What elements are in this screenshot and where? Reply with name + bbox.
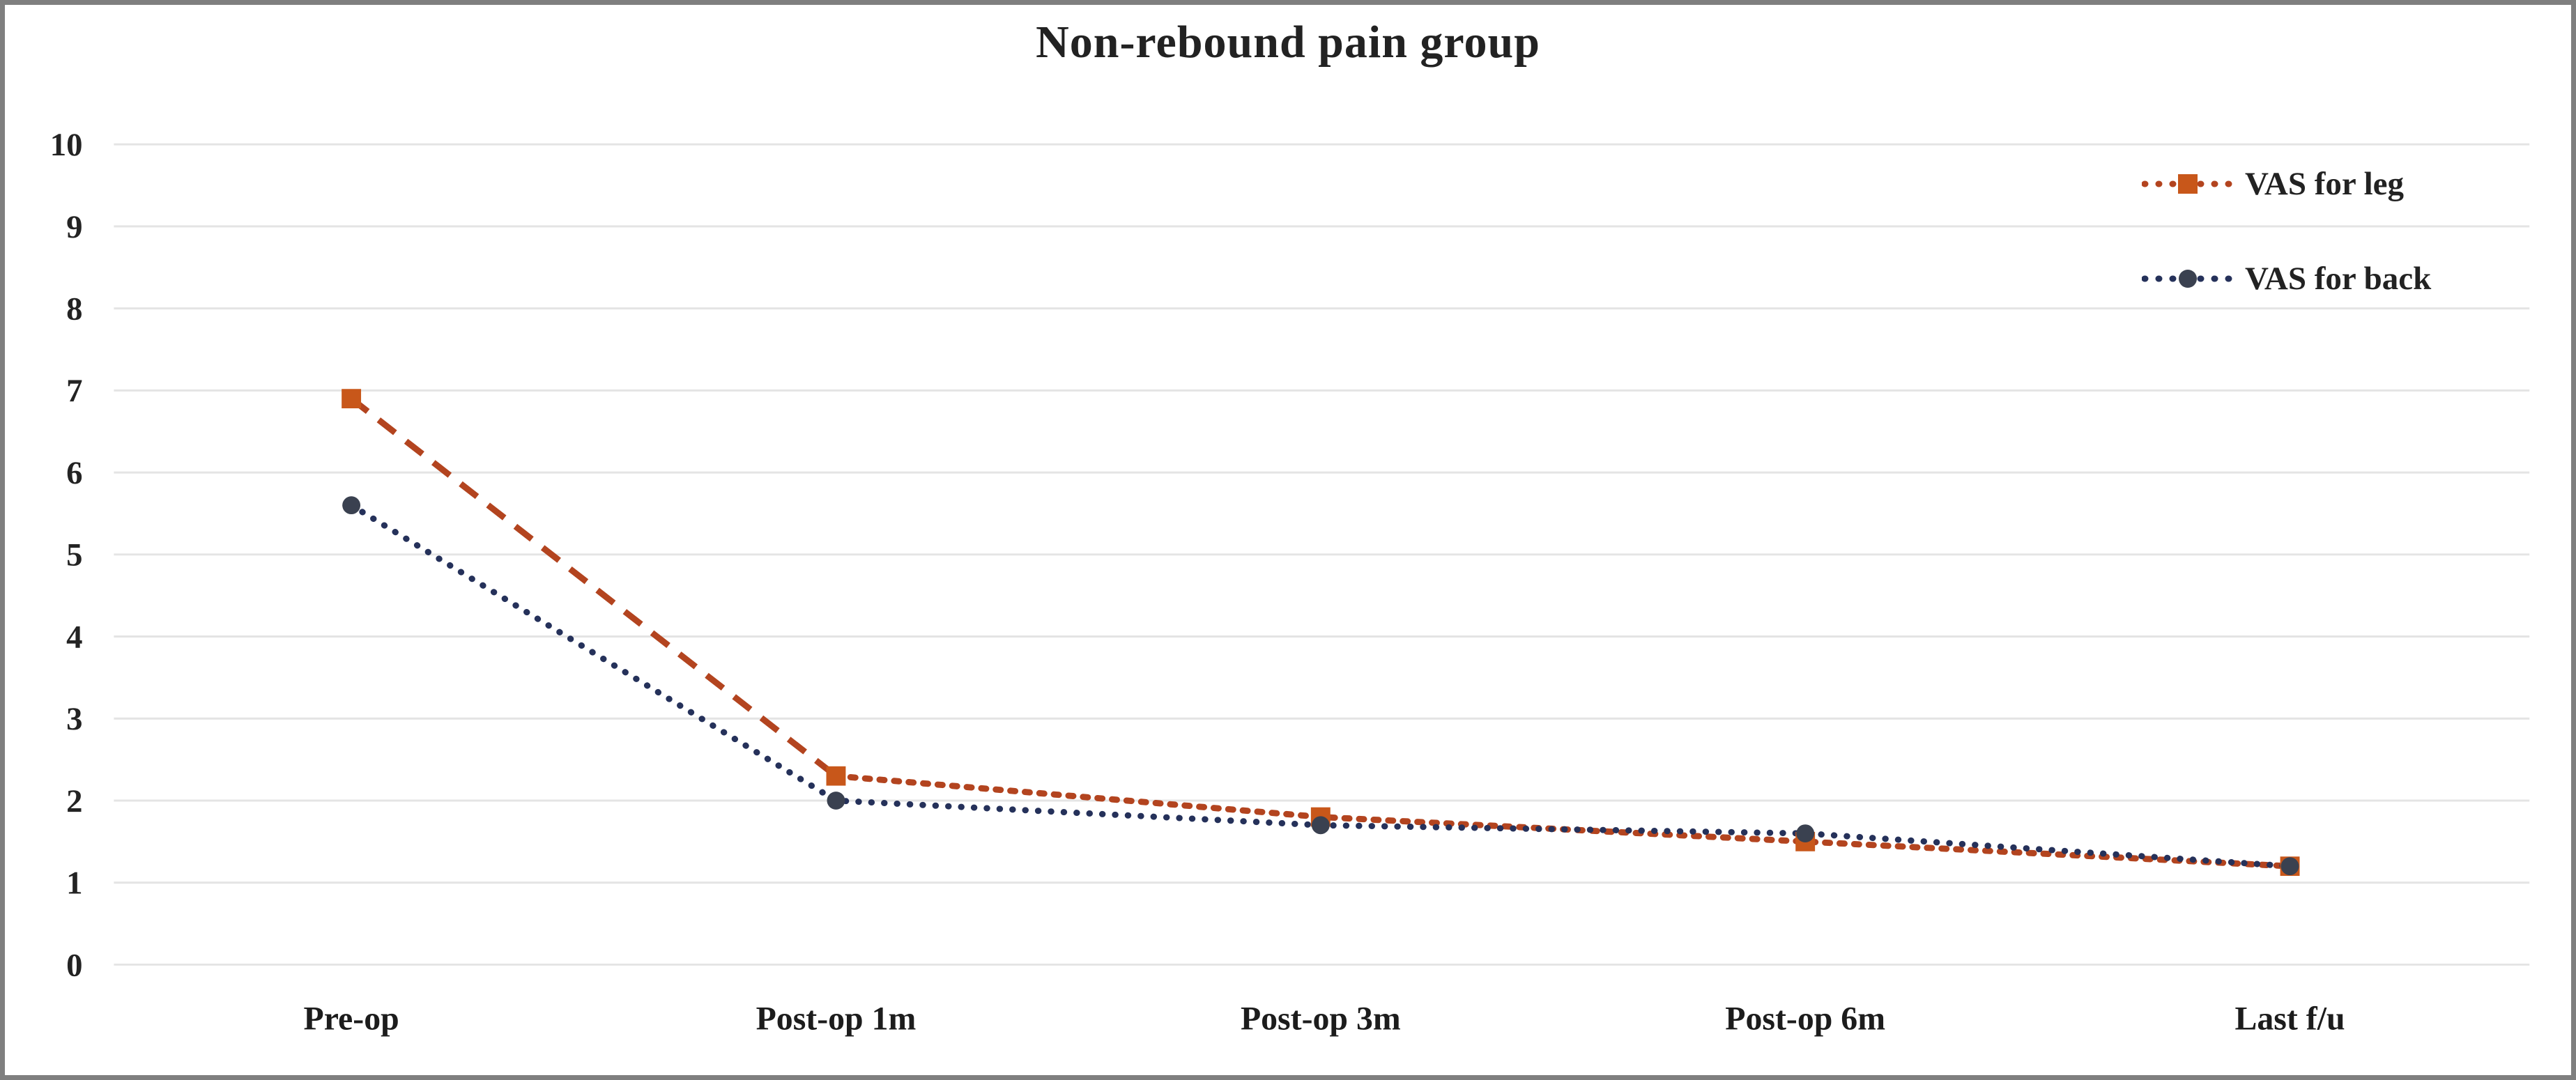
leg-data-point-marker [342,389,362,409]
chart-title: Non-rebound pain group [1036,17,1540,68]
y-axis-tick-label: 9 [66,209,82,245]
y-axis-tick-label: 10 [50,127,83,163]
x-axis-label: Post-op 1m [756,1001,917,1037]
y-axis-tick-label: 6 [66,455,82,491]
x-axis-label: Last f/u [2234,1001,2345,1037]
y-axis-tick-label: 1 [66,865,82,902]
y-axis-tick-label: 8 [66,291,82,327]
legend-label-vas-leg: VAS for leg [2245,166,2405,202]
x-axis-label: Post-op 3m [1241,1001,1401,1037]
legend: VAS for leg VAS for back [2142,160,2431,303]
back-data-point-marker [342,496,361,515]
y-axis-tick-label: 2 [66,783,82,819]
leg-series-line [832,773,2294,870]
back-data-point-marker [2280,857,2299,876]
legend-item-vas-leg: VAS for leg [2142,160,2431,208]
x-axis-label: Post-op 6m [1725,1001,1885,1037]
x-axis-label: Pre-op [303,1001,399,1037]
leg-data-point-marker [826,766,846,786]
leg-series-line-sample-icon [2142,174,2234,194]
y-axis-tick-label: 0 [66,947,82,983]
y-axis-tick-label: 3 [66,701,82,737]
back-series-line-sample-icon [2142,270,2234,288]
y-axis-tick-label: 5 [66,537,82,573]
legend-item-vas-back: VAS for back [2142,254,2431,303]
back-data-point-marker [1796,824,1815,842]
legend-label-vas-back: VAS for back [2245,261,2432,297]
y-axis-tick-label: 7 [66,373,82,409]
y-axis-tick-label: 4 [66,619,82,656]
back-data-point-marker [827,792,845,810]
back-data-point-marker [1311,816,1330,835]
chart-canvas: 0 1 2 3 4 5 6 7 8 9 10 Pre-op Post-op 1m Post-op 3m Po… [50,127,2530,1037]
